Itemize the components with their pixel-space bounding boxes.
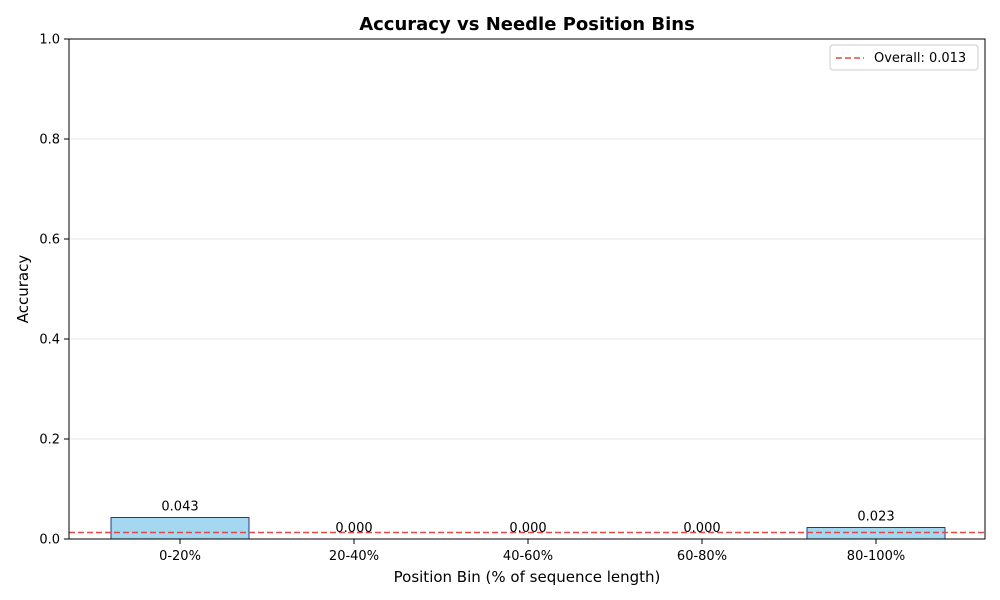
x-tick-label: 40-60% [503, 549, 553, 564]
x-axis-ticks: 0-20% 20-40% 40-60% 60-80% 80-100% [159, 539, 905, 564]
plot-frame [68, 38, 986, 540]
y-tick-label: 1.0 [39, 33, 60, 48]
y-tick-label: 0.6 [39, 233, 60, 248]
data-label: 0.000 [335, 521, 372, 536]
y-tick-label: 0.8 [39, 133, 60, 148]
legend: Overall: 0.013 [829, 44, 979, 71]
y-axis-label: Accuracy [14, 255, 32, 324]
bar-0-20% [110, 517, 250, 540]
y-tick-label: 0.0 [39, 533, 60, 548]
y-tick-label: 0.4 [39, 333, 60, 348]
data-label: 0.043 [161, 500, 198, 515]
data-labels: 0.043 0.000 0.000 0.000 0.023 [161, 500, 894, 537]
y-tick-label: 0.2 [39, 433, 60, 448]
x-axis-label: Position Bin (% of sequence length) [394, 568, 661, 586]
grid-lines [69, 138, 985, 440]
legend-box [829, 44, 979, 71]
data-label: 0.000 [509, 521, 546, 536]
legend-entry-overall: Overall: 0.013 [874, 51, 966, 66]
x-tick-label: 60-80% [677, 549, 727, 564]
chart-title: Accuracy vs Needle Position Bins [359, 14, 695, 35]
y-axis-ticks: 0.0 0.2 0.4 0.6 0.8 1.0 [39, 33, 69, 548]
x-tick-label: 80-100% [847, 549, 905, 564]
x-tick-label: 0-20% [159, 549, 201, 564]
data-label: 0.023 [857, 510, 894, 525]
x-tick-label: 20-40% [329, 549, 379, 564]
data-label: 0.000 [683, 521, 720, 536]
